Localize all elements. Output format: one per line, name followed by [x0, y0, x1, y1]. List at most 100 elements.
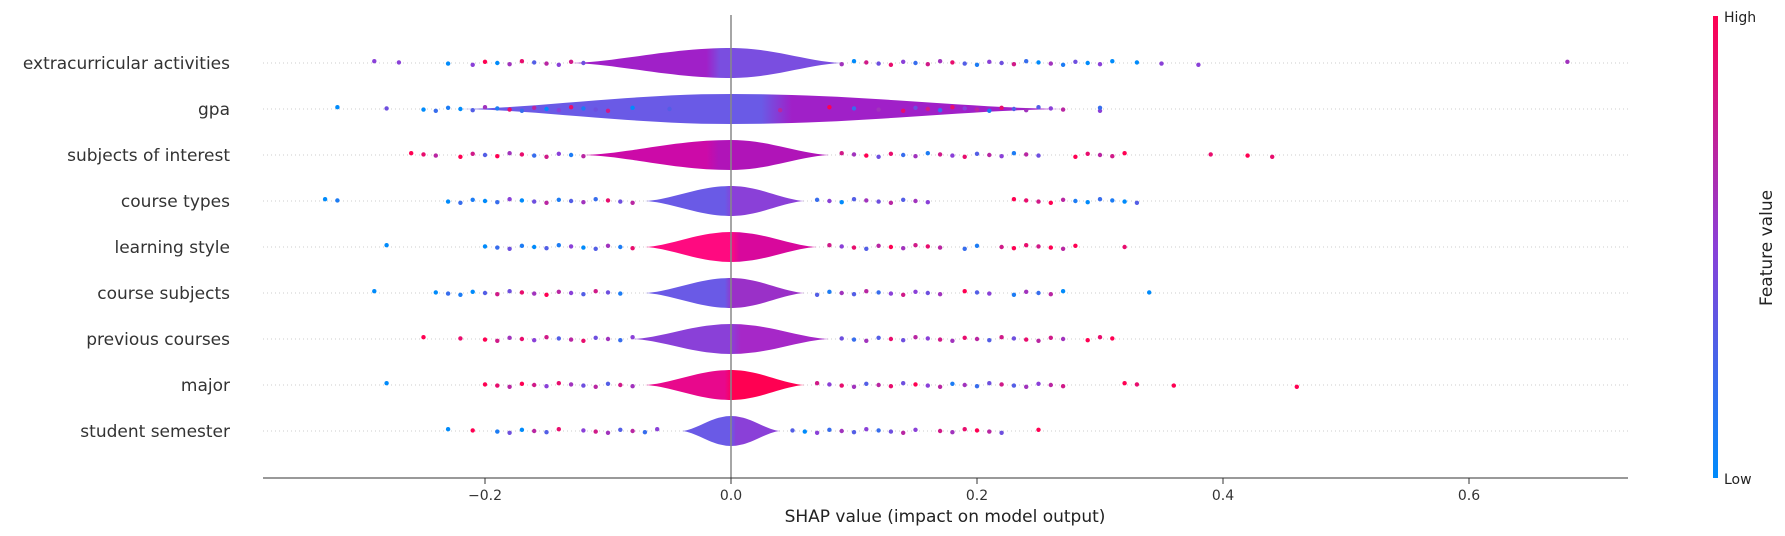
- shap-point: [913, 60, 918, 66]
- shap-point: [962, 335, 967, 340]
- shap-point: [593, 197, 598, 202]
- shap-point: [814, 430, 820, 435]
- shap-point: [827, 289, 832, 294]
- shap-point: [999, 430, 1004, 435]
- shap-point: [482, 244, 488, 249]
- shap-point: [495, 292, 500, 297]
- shap-point: [544, 154, 549, 159]
- shap-point: [507, 289, 512, 294]
- shap-point: [519, 59, 525, 64]
- shap-point: [630, 384, 635, 389]
- shap-point: [556, 108, 561, 113]
- shap-point: [999, 154, 1004, 159]
- shap-point: [962, 382, 967, 388]
- feature-label: course subjects: [97, 284, 230, 304]
- x-tick-label: −0.2: [468, 488, 502, 504]
- shap-point: [864, 338, 869, 343]
- shap-point: [605, 198, 611, 203]
- shap-point: [507, 246, 512, 251]
- feature-label: major: [181, 376, 230, 396]
- shap-point: [618, 427, 623, 432]
- shap-point: [851, 106, 857, 111]
- shap-point: [470, 151, 475, 156]
- shap-point: [1036, 290, 1041, 296]
- shap-point: [962, 106, 967, 111]
- shap-point: [925, 106, 930, 112]
- shap-point: [507, 430, 512, 435]
- shap-point: [1023, 289, 1029, 294]
- shap-point: [544, 61, 549, 66]
- shap-point: [974, 384, 980, 389]
- shap-point: [1023, 337, 1029, 342]
- shap-point: [962, 289, 967, 294]
- shap-point: [913, 289, 918, 294]
- shap-point: [1196, 62, 1201, 67]
- shap-point: [556, 427, 561, 432]
- shap-point: [901, 197, 906, 202]
- shap-point: [495, 200, 500, 205]
- shap-point: [618, 382, 623, 388]
- feature-row: previous courses: [86, 324, 1628, 354]
- shap-point: [974, 243, 980, 248]
- shap-point: [1208, 152, 1213, 157]
- shap-point: [568, 59, 574, 64]
- shap-point: [1110, 154, 1115, 159]
- shap-point: [482, 290, 488, 296]
- shap-point: [937, 152, 943, 157]
- shap-point: [1036, 244, 1041, 249]
- shap-point: [519, 427, 525, 432]
- shap-point: [864, 153, 869, 158]
- feature-row: subjects of interest: [67, 140, 1628, 170]
- shap-point: [433, 108, 438, 114]
- shap-point: [495, 383, 500, 388]
- shap-point: [482, 59, 488, 64]
- shap-point: [974, 428, 980, 433]
- shap-point: [1060, 246, 1066, 251]
- shap-point: [864, 198, 869, 203]
- shap-point: [482, 198, 488, 204]
- colorbar-gradient: [1713, 16, 1718, 478]
- shap-point: [974, 151, 980, 156]
- shap-point: [1036, 153, 1041, 158]
- shap-point: [839, 244, 844, 249]
- feature-label: gpa: [198, 100, 230, 120]
- shap-point: [384, 243, 389, 248]
- shap-point: [1011, 292, 1017, 297]
- shap-point: [937, 428, 943, 434]
- shap-point: [1171, 383, 1177, 388]
- shap-point: [876, 107, 881, 112]
- violin-shape: [460, 94, 1064, 124]
- shap-point: [888, 336, 894, 342]
- shap-point: [802, 429, 807, 434]
- shap-point: [839, 336, 844, 341]
- shap-point: [458, 292, 463, 297]
- shap-point: [618, 291, 623, 296]
- shap-point: [962, 427, 967, 432]
- shap-point: [568, 382, 574, 387]
- shap-point: [888, 200, 894, 205]
- shap-point: [482, 152, 488, 158]
- shap-point: [1134, 60, 1140, 65]
- shap-point: [556, 197, 561, 202]
- shap-point: [519, 336, 525, 342]
- feature-label: subjects of interest: [67, 146, 230, 166]
- shap-point: [593, 289, 598, 294]
- shap-point: [1036, 338, 1041, 343]
- shap-point: [790, 428, 795, 433]
- shap-point: [445, 61, 451, 66]
- feature-label: previous courses: [86, 330, 230, 350]
- shap-point: [593, 107, 598, 112]
- x-tick-label: 0.6: [1458, 488, 1480, 504]
- feature-rows: extracurricular activities gpa subjects of…: [23, 48, 1628, 446]
- shap-point: [1011, 106, 1017, 112]
- shap-point: [1048, 292, 1054, 297]
- feature-label: student semester: [80, 422, 230, 442]
- feature-label: extracurricular activities: [23, 54, 230, 74]
- shap-point: [888, 291, 894, 296]
- shap-point: [827, 105, 832, 110]
- feature-label: course types: [121, 192, 230, 212]
- shap-point: [901, 292, 906, 297]
- shap-point: [1023, 243, 1029, 248]
- shap-point: [1270, 154, 1275, 159]
- shap-point: [827, 382, 832, 387]
